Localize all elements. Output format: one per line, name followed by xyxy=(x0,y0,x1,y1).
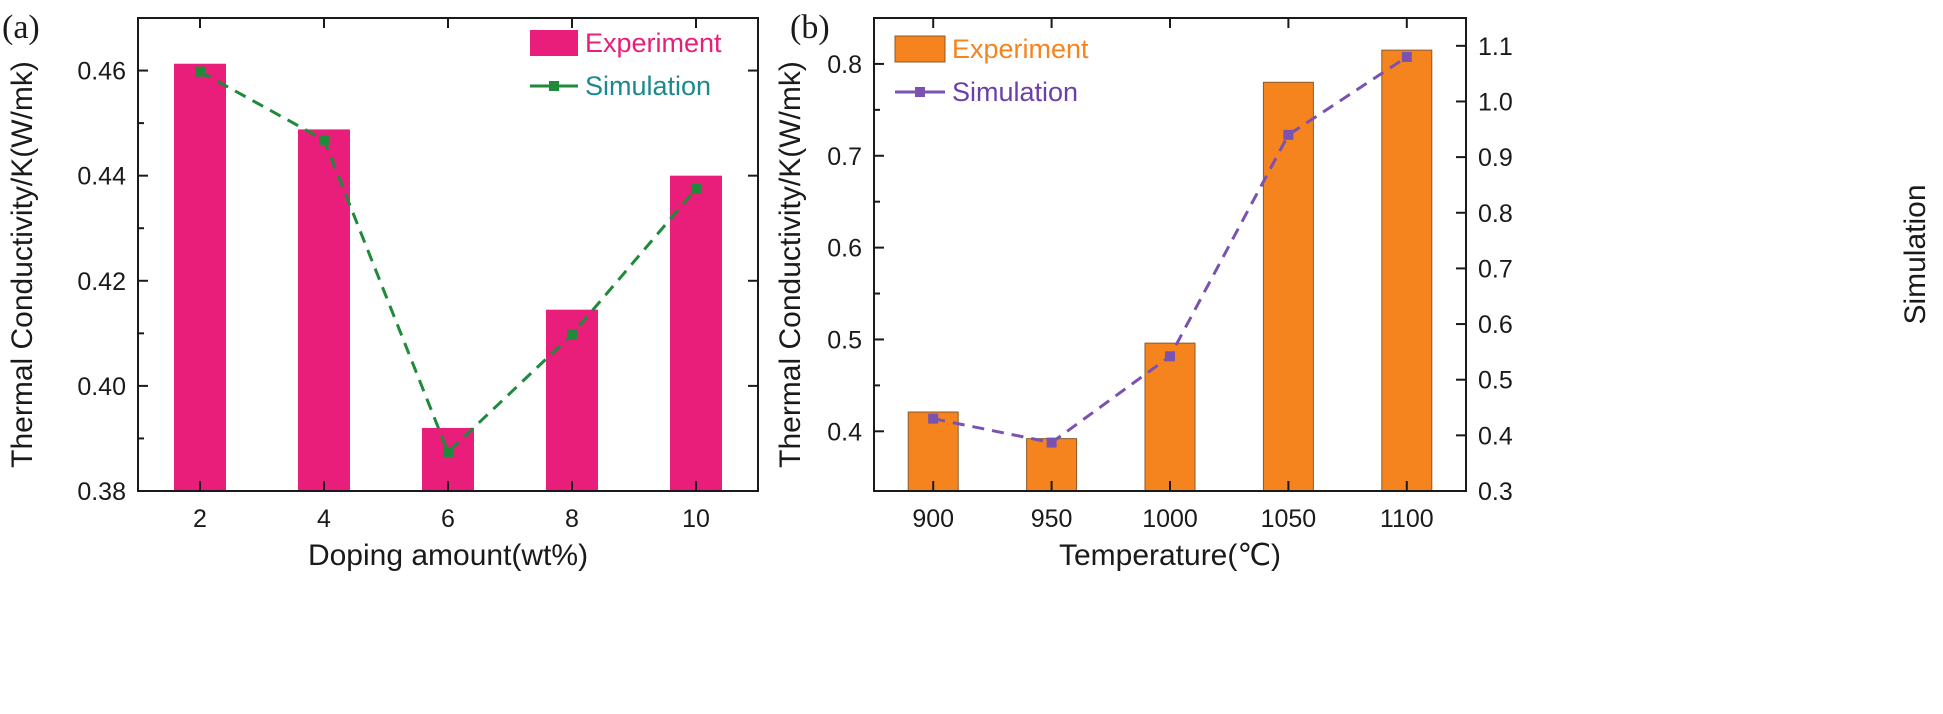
point-simulation-1100 xyxy=(1401,51,1412,62)
y2-tick-label: 0.4 xyxy=(1478,422,1513,450)
x-axis-title: Temperature(℃) xyxy=(1059,539,1281,572)
y-tick-label: 0.42 xyxy=(77,268,126,296)
x-tick-label: 950 xyxy=(1031,505,1073,533)
y2-tick-label: 0.5 xyxy=(1478,367,1513,395)
y-tick-label: 0.40 xyxy=(77,373,126,401)
legend-swatch-experiment xyxy=(894,35,946,63)
point-simulation-6 xyxy=(443,447,453,458)
bar-experiment-4 xyxy=(298,129,350,491)
y-tick-label: 0.44 xyxy=(77,163,126,191)
bar-experiment-1100 xyxy=(1381,49,1433,492)
legend-marker-simulation xyxy=(915,87,925,97)
x-tick-label: 900 xyxy=(912,505,954,533)
legend-marker-simulation xyxy=(549,81,559,91)
x-tick-label: 8 xyxy=(565,505,579,533)
y2-axis-title: Simulation xyxy=(1899,184,1932,324)
legend: Experiment Simulation xyxy=(894,34,1089,107)
y2-tick-label: 0.3 xyxy=(1478,478,1513,506)
bar-experiment-2 xyxy=(174,63,226,492)
x-tick-label: 1100 xyxy=(1380,505,1434,533)
y-tick-label: 0.46 xyxy=(77,58,126,86)
point-simulation-4 xyxy=(319,134,329,145)
y-tick-label: 0.4 xyxy=(827,418,862,446)
bar-experiment-900 xyxy=(907,411,959,492)
chart-panel-a: 2 4 6 8 10 0.38 0.40 0.42 0.44 0.46 Doping amount(… xyxy=(2,9,759,572)
series-line-simulation xyxy=(199,70,698,455)
chart-panel-b: 900 950 1000 1050 1100 0.4 0.5 0.6 0.7 0.8 0.3 0.4 0… xyxy=(774,9,1932,572)
bar-experiment-8 xyxy=(546,309,598,491)
panel-label: (a) xyxy=(2,9,40,46)
point-simulation-10 xyxy=(691,183,701,194)
y2-tick-label: 0.7 xyxy=(1478,255,1513,283)
legend-label-simulation: Simulation xyxy=(585,71,711,101)
point-simulation-1000 xyxy=(1165,351,1175,362)
y-axis-title: Thermal Conductivity/K(W/mk) xyxy=(774,61,807,468)
y2-tick-label: 0.9 xyxy=(1478,144,1513,172)
y2-tick-label: 1.1 xyxy=(1478,33,1513,61)
point-simulation-900 xyxy=(928,413,939,424)
y2-tick-label: 0.6 xyxy=(1478,311,1513,339)
y-tick-label: 0.6 xyxy=(827,235,862,263)
y-tick-label: 0.8 xyxy=(827,51,862,79)
point-simulation-950 xyxy=(1046,437,1057,448)
y-tick-label: 0.38 xyxy=(77,478,126,506)
y2-tick-label: 1.0 xyxy=(1478,88,1513,116)
x-axis-title: Doping amount(wt%) xyxy=(308,539,588,572)
x-tick-label: 6 xyxy=(441,505,455,533)
bar-experiment-1000 xyxy=(1144,342,1196,492)
point-simulation-2 xyxy=(195,66,205,77)
x-tick-label: 1000 xyxy=(1142,505,1198,533)
bar-experiment-1050 xyxy=(1262,81,1314,492)
legend-swatch-experiment xyxy=(530,30,578,56)
legend-label-experiment: Experiment xyxy=(952,34,1089,64)
point-simulation-1050 xyxy=(1283,129,1294,140)
y-axis-title: Thermal Conductivity/K(W/mk) xyxy=(6,61,39,468)
legend: Experiment Simulation xyxy=(530,28,722,101)
y-tick-label: 0.7 xyxy=(827,143,862,171)
x-tick-label: 2 xyxy=(193,505,207,533)
bar-experiment-10 xyxy=(670,175,722,491)
x-tick-label: 10 xyxy=(682,505,710,533)
x-tick-label: 1050 xyxy=(1261,505,1317,533)
y2-tick-label: 0.8 xyxy=(1478,200,1513,228)
y-tick-label: 0.5 xyxy=(827,326,862,354)
legend-label-experiment: Experiment xyxy=(585,28,722,58)
panel-label: (b) xyxy=(790,9,830,46)
x-tick-label: 4 xyxy=(317,505,331,533)
point-simulation-8 xyxy=(567,329,577,340)
legend-label-simulation: Simulation xyxy=(952,77,1078,107)
bar-experiment-6 xyxy=(422,427,474,491)
